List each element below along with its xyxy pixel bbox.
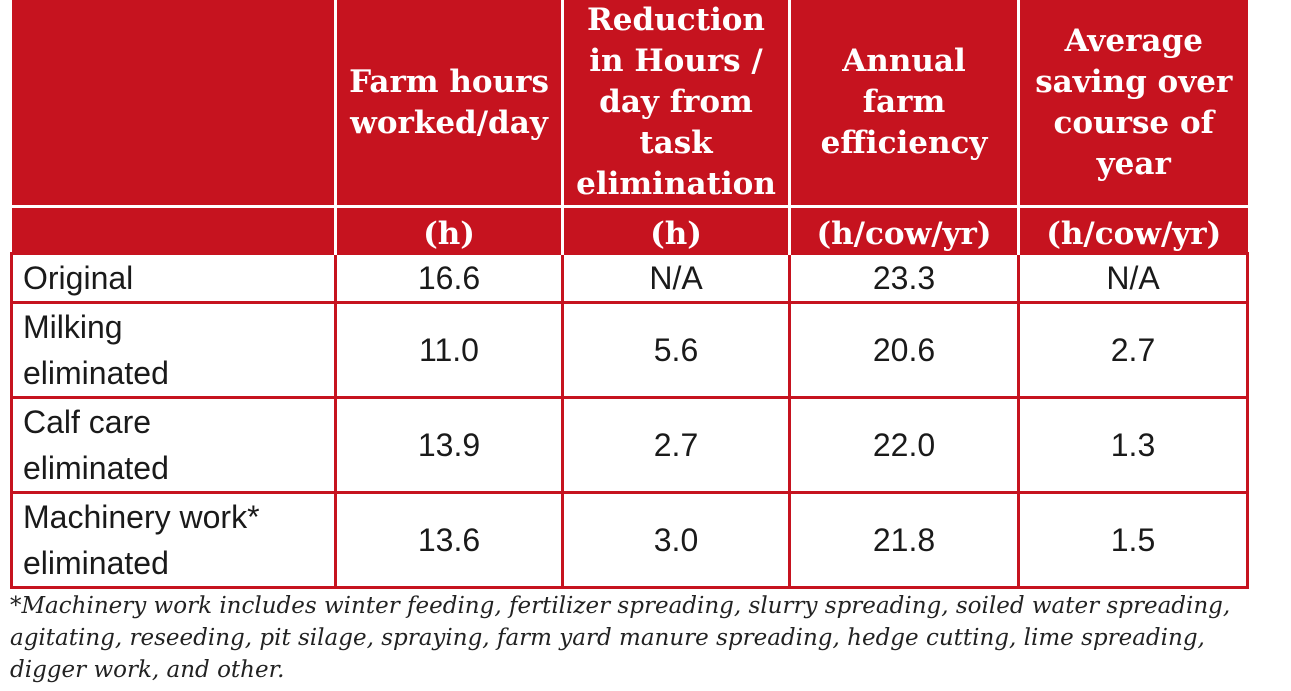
cell-reduction-hours: 2.7: [561, 396, 791, 494]
header-average-saving: Average saving over course of year: [1017, 0, 1248, 208]
cell-farm-hours: 11.0: [334, 301, 564, 399]
farm-hours-table: Farm hours worked/day Reduction in Hours…: [10, 0, 1249, 589]
unit-reduction-hours: (h): [561, 205, 791, 254]
cell-reduction-hours: N/A: [561, 252, 791, 304]
cell-farm-hours: 16.6: [334, 252, 564, 304]
unit-cell-blank: [11, 205, 337, 254]
header-annual-efficiency: Annual farm efficiency: [788, 0, 1020, 208]
header-farm-hours: Farm hours worked/day: [334, 0, 564, 208]
cell-annual-efficiency: 22.0: [788, 396, 1020, 494]
footnote: *Machinery work includes winter feeding,…: [10, 593, 1231, 683]
cell-average-saving: N/A: [1017, 252, 1249, 304]
header-row: Farm hours worked/day Reduction in Hours…: [11, 0, 1248, 208]
unit-average-saving: (h/cow/yr): [1017, 205, 1248, 254]
header-reduction-hours-text: Reduction in Hours / day from task elimi…: [576, 2, 776, 202]
table-row: Original 16.6 N/A 23.3 N/A: [10, 252, 1249, 304]
header-average-saving-text: Average saving over course of year: [1035, 22, 1233, 182]
row-label-text: Milking eliminated: [23, 309, 169, 391]
cell-annual-efficiency: 20.6: [788, 301, 1020, 399]
header-cell-blank: [11, 0, 337, 208]
cell-reduction-hours: 3.0: [561, 491, 791, 589]
row-label: Calf care eliminated: [10, 396, 337, 494]
cell-annual-efficiency: 23.3: [788, 252, 1020, 304]
table-row: Calf care eliminated 13.9 2.7 22.0 1.3: [10, 396, 1249, 494]
unit-annual-efficiency: (h/cow/yr): [788, 205, 1020, 254]
header-farm-hours-text: Farm hours worked/day: [349, 63, 549, 141]
header-reduction-hours: Reduction in Hours / day from task elimi…: [561, 0, 791, 208]
cell-average-saving: 2.7: [1017, 301, 1249, 399]
table-row: Milking eliminated 11.0 5.6 20.6 2.7: [10, 301, 1249, 399]
cell-average-saving: 1.5: [1017, 491, 1249, 589]
header-annual-efficiency-text: Annual farm efficiency: [820, 43, 988, 161]
cell-farm-hours: 13.6: [334, 491, 564, 589]
units-row: (h) (h) (h/cow/yr) (h/cow/yr): [11, 205, 1248, 254]
cell-average-saving: 1.3: [1017, 396, 1249, 494]
row-label: Milking eliminated: [10, 301, 337, 399]
row-label-text: Machinery work* eliminated: [23, 499, 260, 581]
table-row: Machinery work* eliminated 13.6 3.0 21.8…: [10, 491, 1249, 589]
row-label-text: Calf care eliminated: [23, 404, 169, 486]
cell-annual-efficiency: 21.8: [788, 491, 1020, 589]
row-label: Original: [10, 252, 337, 304]
table-container: Farm hours worked/day Reduction in Hours…: [10, 0, 1249, 589]
cell-farm-hours: 13.9: [334, 396, 564, 494]
unit-farm-hours: (h): [334, 205, 564, 254]
cell-reduction-hours: 5.6: [561, 301, 791, 399]
row-label: Machinery work* eliminated: [10, 491, 337, 589]
